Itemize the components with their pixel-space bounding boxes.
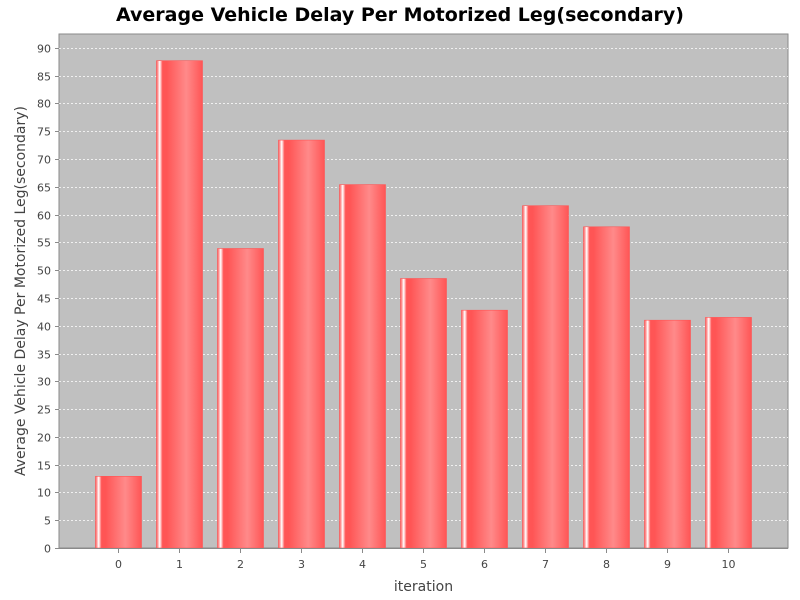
y-tick-label: 75	[37, 126, 51, 139]
y-axis: 0 5 10 15 20 25 30 35 40 45 50 55 60 65 70 75 80 85 90	[37, 43, 59, 556]
y-tick-label: 60	[37, 210, 51, 223]
bar	[156, 60, 203, 549]
y-tick-label: 5	[44, 515, 51, 528]
y-axis-label: Average Vehicle Delay Per Motorized Leg(…	[13, 106, 29, 476]
bar	[583, 226, 630, 549]
x-tick-label: 2	[237, 558, 244, 571]
bar	[217, 248, 264, 549]
bar	[400, 278, 447, 549]
bar	[522, 205, 569, 549]
y-tick-label: 85	[37, 71, 51, 84]
x-tick-label: 4	[359, 558, 366, 571]
y-tick-label: 65	[37, 182, 51, 195]
y-tick-label: 30	[37, 376, 51, 389]
x-tick-label: 1	[176, 558, 183, 571]
chart-title: Average Vehicle Delay Per Motorized Leg(…	[116, 4, 684, 26]
y-tick-label: 10	[37, 487, 51, 500]
bar	[278, 139, 325, 549]
x-axis: 0 1 2 3 4 5 6 7 8 9 10	[115, 549, 736, 571]
bar	[461, 309, 508, 549]
y-tick-label: 40	[37, 321, 51, 334]
x-tick-label: 5	[420, 558, 427, 571]
y-tick-label: 25	[37, 404, 51, 417]
y-tick-label: 50	[37, 265, 51, 278]
y-tick-label: 20	[37, 432, 51, 445]
y-tick-label: 80	[37, 98, 51, 111]
bar	[705, 317, 752, 549]
y-tick-label: 55	[37, 237, 51, 250]
y-tick-label: 0	[44, 543, 51, 556]
x-tick-label: 3	[298, 558, 305, 571]
bar	[339, 184, 386, 549]
y-tick-label: 70	[37, 154, 51, 167]
x-tick-label: 10	[722, 558, 736, 571]
x-axis-label: iteration	[394, 579, 453, 595]
y-tick-label: 35	[37, 349, 51, 362]
x-tick-label: 8	[603, 558, 610, 571]
bar	[95, 475, 142, 549]
bar	[644, 319, 691, 549]
bars	[95, 60, 752, 549]
y-tick-label: 90	[37, 43, 51, 56]
x-tick-label: 9	[664, 558, 671, 571]
x-tick-label: 0	[115, 558, 122, 571]
x-tick-label: 7	[542, 558, 549, 571]
y-tick-label: 15	[37, 460, 51, 473]
y-tick-label: 45	[37, 293, 51, 306]
x-tick-label: 6	[481, 558, 488, 571]
